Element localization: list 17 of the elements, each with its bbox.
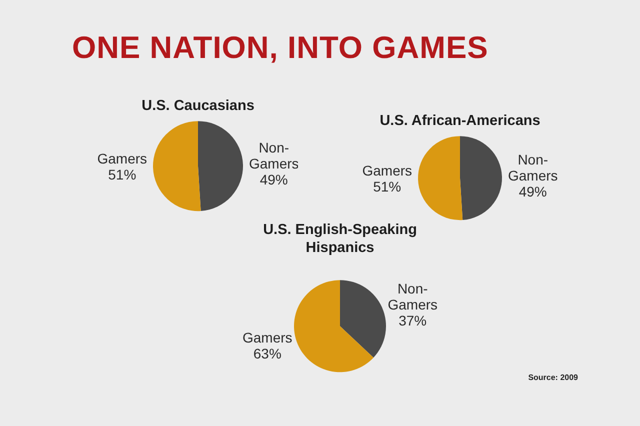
data-label: 49%: [518, 183, 547, 200]
text: ONE NATION, INTO GAMES: [72, 30, 488, 66]
data-label: 37%: [398, 312, 427, 328]
slice-label: Gamers: [362, 162, 412, 178]
slice-label: Non-Gamers: [248, 139, 299, 172]
data-label: 49%: [260, 171, 288, 188]
chart-title: U.S. Caucasians: [142, 98, 254, 114]
slice-label: Non-Gamers: [508, 151, 558, 184]
slice-label: Gamers: [242, 330, 292, 346]
data-label: 51%: [108, 166, 136, 183]
source-note: Source: 2009: [528, 373, 578, 382]
chart-title: U.S. African-Americans: [380, 113, 540, 130]
data-label: 63%: [253, 346, 282, 362]
slice-label: Gamers: [97, 150, 148, 167]
data-label: 51%: [373, 178, 402, 194]
chart-title: U.S. English-Speaking Hispanics: [263, 222, 417, 256]
slice-label: Non-Gamers: [388, 280, 438, 312]
